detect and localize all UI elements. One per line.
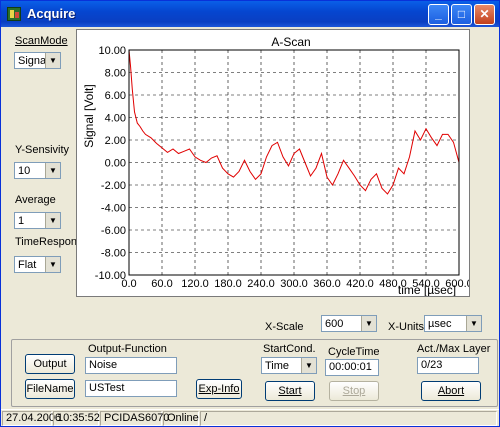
y-tick-label: 10.00 (98, 45, 126, 57)
time-response-label: TimeResponse (15, 236, 89, 248)
x-units-select[interactable]: µsec ▼ (424, 315, 482, 332)
window-title: Acquire (27, 6, 76, 21)
scanmode-select[interactable]: Signal ▼ (14, 52, 61, 69)
average-select[interactable]: 1 ▼ (14, 212, 61, 229)
chevron-down-icon[interactable]: ▼ (45, 53, 60, 68)
title-bar[interactable]: Acquire _ □ ✕ (1, 1, 499, 27)
stop-button-label: Stop (342, 385, 366, 397)
a-scan-chart: A-Scan Signal [Volt] 0.0 60.0 120.0 180.0 24… (82, 35, 473, 297)
y-tick-label: -10.00 (95, 270, 126, 282)
status-extra: / (200, 411, 497, 426)
x-tick-label: 420.0 (346, 278, 374, 290)
close-button[interactable]: ✕ (474, 4, 495, 25)
status-bar: 27.04.2006 10:35:52 PCIDAS6070 Online / (1, 409, 499, 426)
x-scale-label: X-Scale (265, 321, 304, 333)
grid-layer (129, 50, 459, 275)
status-time: 10:35:52 (53, 411, 100, 426)
y-sensitivity-label: Y-Sensivity (15, 144, 70, 156)
y-tick-label: -2.00 (101, 180, 126, 192)
x-tick-label: 360.0 (313, 278, 341, 290)
chevron-down-icon[interactable]: ▼ (466, 316, 481, 331)
scanmode-label-text: ScanMode (15, 35, 68, 47)
chevron-down-icon[interactable]: ▼ (45, 213, 60, 228)
chevron-down-icon[interactable]: ▼ (361, 316, 376, 331)
start-cond-value: Time (265, 360, 290, 372)
x-tick-label: 600.0 (445, 278, 469, 290)
cycle-time-field[interactable]: 00:00:01 (325, 359, 379, 376)
status-device: PCIDAS6070 (100, 411, 169, 426)
time-response-value: Flat (18, 259, 37, 271)
x-tick-label: 60.0 (151, 278, 172, 290)
start-button-label: Start (278, 385, 302, 397)
start-cond-select[interactable]: Time ▼ (261, 357, 317, 374)
signal-trace (128, 49, 460, 195)
chart-title: A-Scan (271, 35, 310, 49)
minimize-button[interactable]: _ (428, 4, 449, 25)
average-label: Average (15, 194, 56, 206)
time-response-select[interactable]: Flat ▼ (14, 256, 61, 273)
y-axis-label: Signal [Volt] (82, 84, 96, 147)
scanmode-label: ScanMode (15, 35, 68, 47)
start-button[interactable]: Start (265, 381, 315, 401)
plot-frame (128, 49, 460, 276)
output-button[interactable]: Output (25, 354, 75, 374)
status-state: Online (163, 411, 199, 426)
filename-button[interactable]: FileName (25, 379, 75, 399)
exp-info-button[interactable]: Exp-Info (196, 379, 242, 399)
scanmode-value: Signal (18, 55, 49, 67)
chevron-down-icon[interactable]: ▼ (45, 163, 60, 178)
chevron-down-icon[interactable]: ▼ (45, 257, 60, 272)
x-tick-label: 480.0 (379, 278, 407, 290)
act-max-layer-field: 0/23 (417, 357, 479, 374)
output-function-field[interactable]: Noise (85, 357, 177, 374)
status-date: 27.04.2006 (2, 411, 61, 426)
app-icon (7, 7, 21, 21)
abort-button[interactable]: Abort (421, 381, 481, 401)
y-tick-label: -4.00 (101, 203, 126, 215)
output-function-label: Output-Function (88, 343, 167, 355)
y-tick-label: 0.00 (105, 158, 126, 170)
x-tick-label: 540.0 (412, 278, 440, 290)
chevron-down-icon[interactable]: ▼ (301, 358, 316, 373)
x-tick-label: 120.0 (181, 278, 209, 290)
cycle-time-label: CycleTime (328, 346, 380, 358)
y-tick-label: 2.00 (105, 135, 126, 147)
controls-group (11, 339, 498, 407)
average-value: 1 (18, 215, 25, 227)
abort-button-label: Abort (437, 385, 465, 397)
y-tick-label: -6.00 (101, 225, 126, 237)
x-axis-label: time [µsec] (398, 283, 456, 296)
maximize-button[interactable]: □ (451, 4, 472, 25)
y-sensitivity-value: 10 (18, 165, 31, 177)
act-max-layer-label: Act./Max Layer (417, 343, 491, 355)
stop-button: Stop (329, 381, 379, 401)
filename-field[interactable]: USTest (85, 380, 177, 397)
start-cond-label: StartCond. (263, 343, 316, 355)
y-tick-label: 6.00 (105, 90, 126, 102)
a-scan-plot-panel: A-Scan Signal [Volt] 0.0 60.0 120.0 180.0 24… (76, 29, 473, 297)
x-units-label: X-Units (388, 321, 425, 333)
exp-info-button-label: Exp-Info (198, 383, 240, 395)
series-layer (128, 49, 460, 195)
x-scale-value: 600 (325, 318, 344, 330)
x-tick-label: 240.0 (247, 278, 275, 290)
x-tick-label: 300.0 (280, 278, 308, 290)
y-sensitivity-select[interactable]: 10 ▼ (14, 162, 61, 179)
x-tick-label: 0.0 (121, 278, 136, 290)
tick-layer: 0.0 60.0 120.0 180.0 240.0 300.0 360.0 420.0 480… (95, 45, 473, 290)
y-tick-label: 8.00 (105, 68, 126, 80)
x-units-value: µsec (428, 318, 452, 330)
y-tick-label: -8.00 (101, 248, 126, 260)
x-tick-label: 180.0 (214, 278, 242, 290)
y-tick-label: 4.00 (105, 113, 126, 125)
x-scale-select[interactable]: 600 ▼ (321, 315, 377, 332)
